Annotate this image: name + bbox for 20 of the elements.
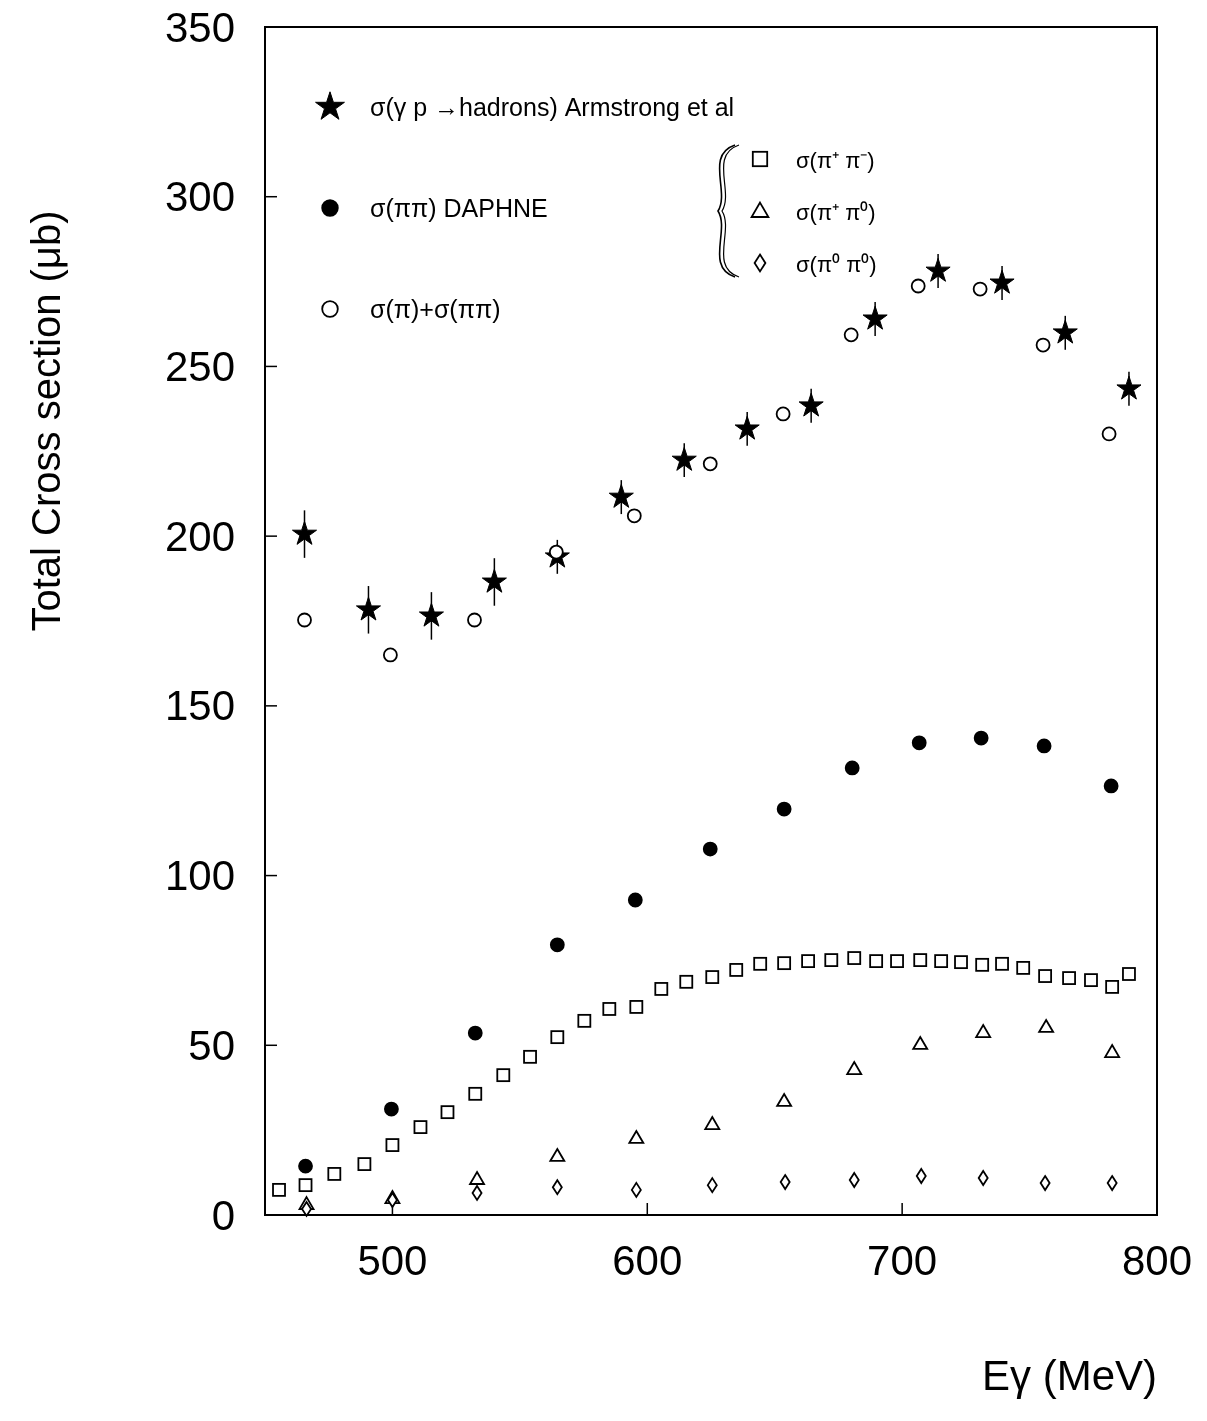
legend-label: σ(γ p →hadrons) Armstrong et al — [370, 93, 735, 121]
y-tick-label: 50 — [188, 1021, 235, 1069]
x-tick-label: 700 — [867, 1237, 938, 1284]
legend-label: σ(π⁺ π⁰) — [796, 200, 876, 225]
y-tick-label: 150 — [164, 682, 235, 730]
x-tick-label: 600 — [612, 1237, 683, 1284]
y-tick-label: 350 — [164, 3, 235, 51]
y-tick-label: 0 — [211, 1191, 235, 1239]
legend-label: σ(π⁺ π⁻) — [796, 148, 875, 173]
x-tick-label: 800 — [1121, 1237, 1193, 1284]
y-tick-label: 300 — [164, 173, 235, 221]
y-tick-label: 100 — [164, 852, 235, 900]
y-tick-label: 200 — [164, 512, 235, 560]
y-tick-label: 250 — [164, 342, 235, 390]
legend-label: σ(π)+σ(ππ) — [370, 295, 501, 323]
legend-label: σ(π⁰ π⁰) — [796, 252, 877, 277]
legend-label: σ(ππ) DAPHNE — [370, 194, 548, 222]
x-axis-title: Eγ (MeV) — [981, 1352, 1157, 1399]
x-tick-label: 500 — [357, 1237, 428, 1284]
y-axis-title: Total Cross section (μb) — [24, 210, 68, 632]
